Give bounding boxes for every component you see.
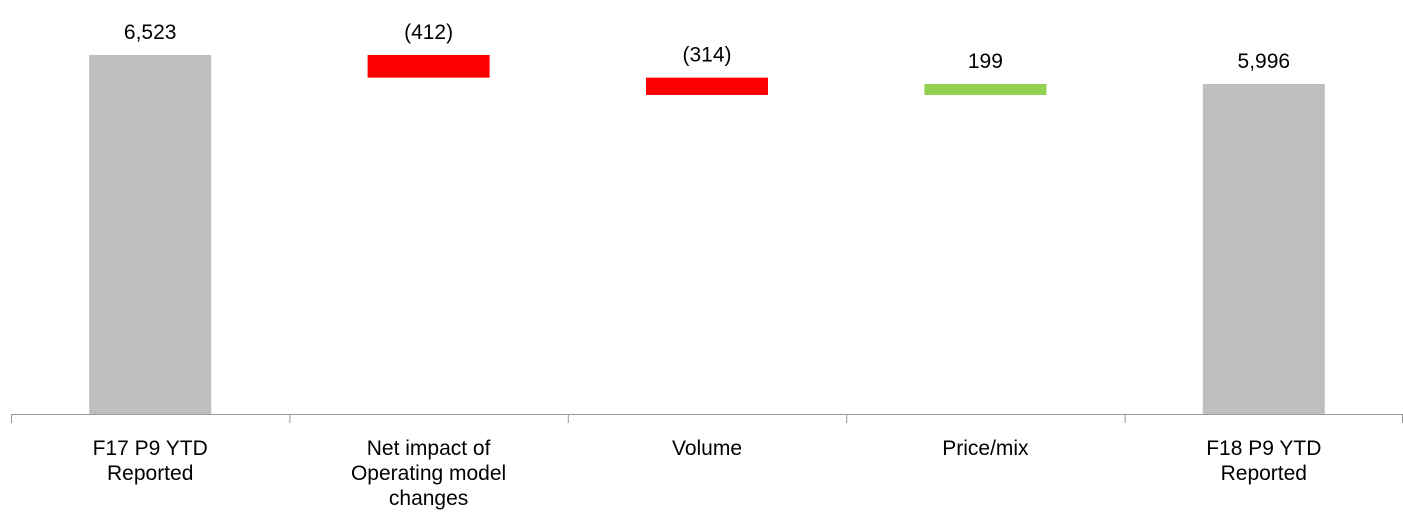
bar-4 xyxy=(924,84,1047,95)
bar-2 xyxy=(367,55,490,78)
category-label-5: F18 P9 YTD Reported xyxy=(1206,437,1322,485)
x-axis xyxy=(11,414,1403,423)
data-label-2: (412) xyxy=(404,21,453,44)
data-label-1: 6,523 xyxy=(124,21,177,44)
bar-1 xyxy=(89,55,212,414)
bar-5 xyxy=(1202,84,1325,415)
category-label-4: Price/mix xyxy=(942,437,1029,460)
bars-group xyxy=(89,55,1325,415)
category-label-1: F17 P9 YTD Reported xyxy=(92,437,208,485)
data-label-5: 5,996 xyxy=(1238,50,1291,73)
data-label-4: 199 xyxy=(968,50,1003,73)
bar-3 xyxy=(646,77,768,95)
data-labels-group: 6,523 (412) (314) 199 5,996 xyxy=(124,21,1290,73)
category-label-3: Volume xyxy=(671,437,743,460)
data-label-3: (314) xyxy=(682,44,731,67)
category-label-2: Net impact of Operating model changes xyxy=(350,437,507,510)
